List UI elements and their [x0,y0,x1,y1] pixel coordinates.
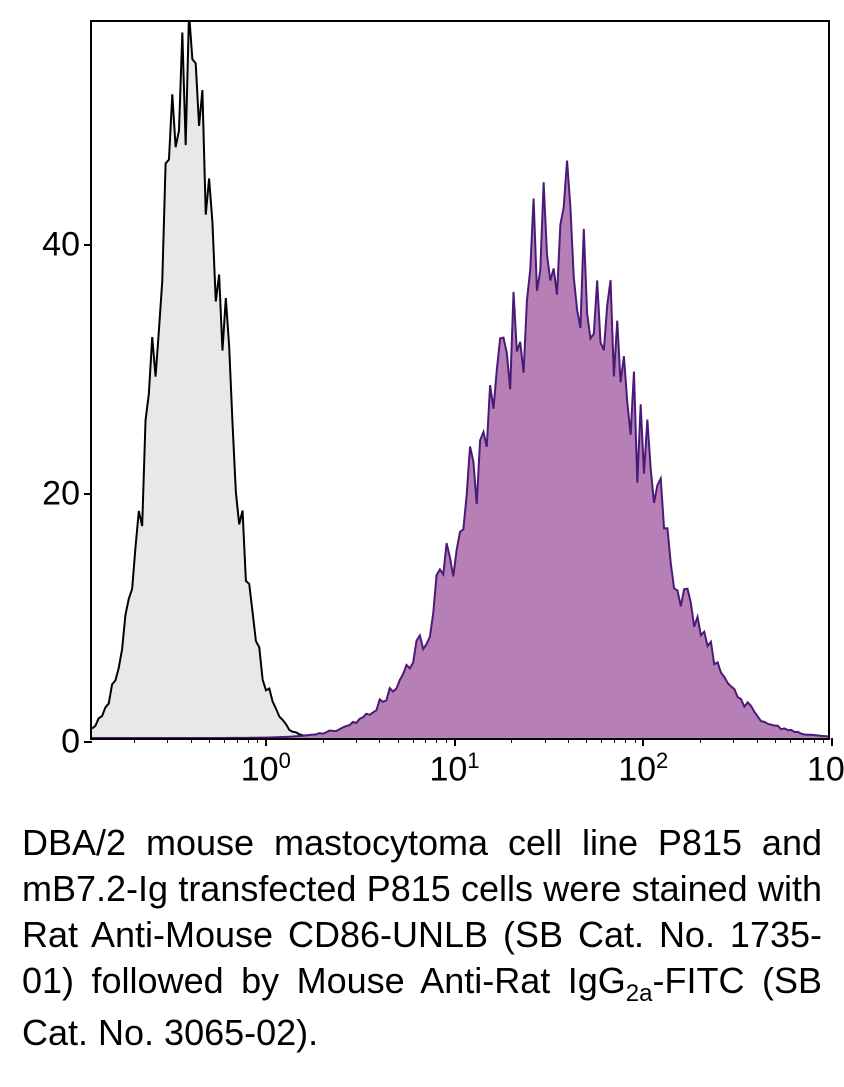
x-tick-label: 102 [618,738,668,789]
flow-cytometry-histogram: 02040 100101102103 [90,20,830,780]
caption-line1: DBA/2 mouse mastocytoma cell line P815 a… [22,822,822,863]
caption-line2: mB7.2-Ig transfected P815 cells were sta… [22,868,748,909]
figure-caption: DBA/2 mouse mastocytoma cell line P815 a… [22,820,822,1056]
x-tick-label: 101 [429,738,479,789]
plot-area: 02040 100101102103 [90,20,830,740]
x-tick-label: 103 [807,738,844,789]
caption-sub: 2a [626,980,653,1007]
x-tick-label: 100 [241,738,291,789]
histogram-paths [92,22,828,738]
caption-line4b: -FITC [653,960,745,1001]
